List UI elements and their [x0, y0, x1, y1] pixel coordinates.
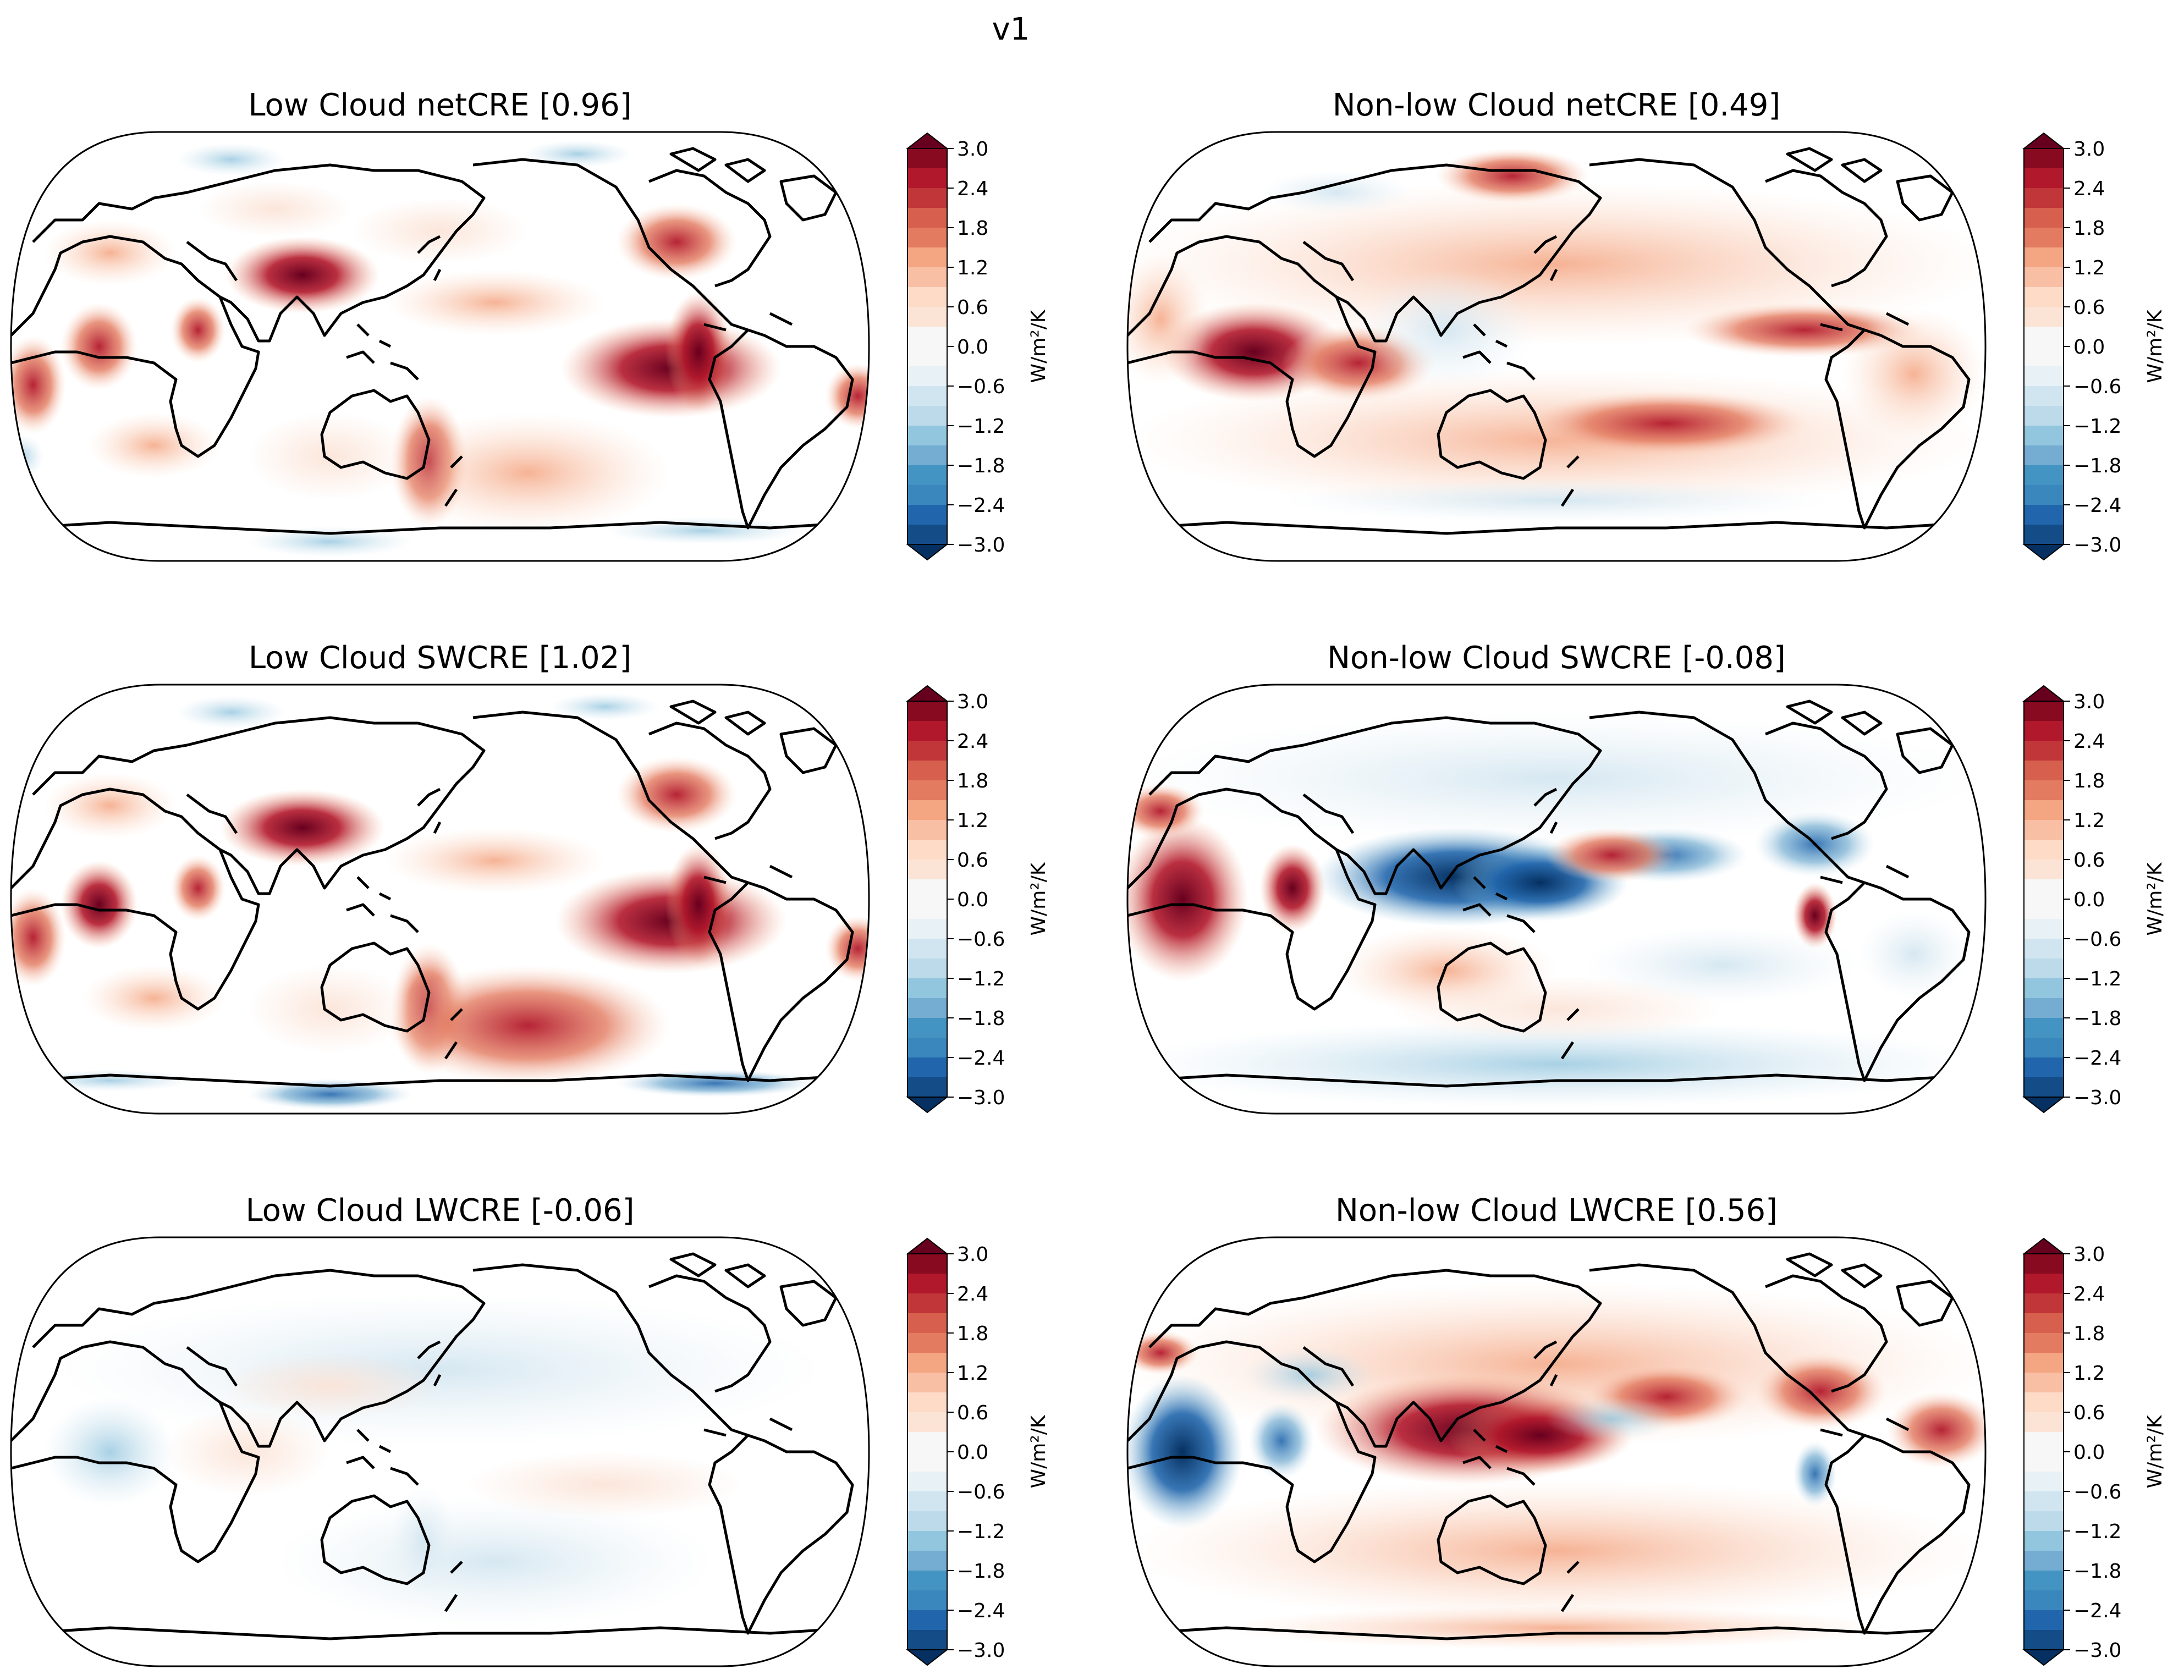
- colorbar-tick-label: 0.6: [2073, 849, 2105, 872]
- colorbar-tick-label: −3.0: [957, 1087, 1005, 1109]
- colorbar-unit-label: W/m²/K: [2144, 1414, 2166, 1488]
- colorbar-tick-label: −1.8: [2073, 1560, 2121, 1583]
- colorbar-tick-label: 1.8: [957, 217, 988, 240]
- panel-title: Non-low Cloud netCRE [0.49]: [1333, 87, 1781, 123]
- panel-nonlow-lwcre: Non-low Cloud LWCRE [0.56]: [1126, 1193, 2166, 1667]
- colorbar-tick-label: −0.6: [957, 376, 1005, 398]
- colorbar-tick-label: −1.2: [957, 415, 1005, 438]
- colorbar-tick-label: −1.8: [2073, 1007, 2121, 1030]
- colorbar-tick-label: 0.6: [2073, 1402, 2105, 1424]
- colorbar-tick-label: −0.6: [2073, 1481, 2121, 1503]
- panel-title: Non-low Cloud SWCRE [-0.08]: [1327, 640, 1786, 676]
- colorbar-tick-label: 1.2: [957, 1362, 988, 1385]
- colorbar-tick-label: −2.4: [2073, 1047, 2121, 1070]
- colorbar-tick-label: 3.0: [2073, 691, 2105, 713]
- field-low-swcre: [11, 693, 869, 1110]
- colorbar-tick-label: −1.8: [957, 1560, 1005, 1583]
- colorbar-tick-label: −1.2: [2073, 415, 2121, 438]
- colorbar-tick-label: −1.2: [957, 1521, 1005, 1543]
- colorbar-tick-label: 2.4: [2073, 178, 2105, 200]
- colorbar-tick-label: −1.2: [2073, 1521, 2121, 1543]
- colorbar-tick-label: 2.4: [2073, 1283, 2105, 1306]
- colorbar-unit-label: W/m²/K: [1027, 1414, 1050, 1488]
- colorbar: 3.0 2.4 1.8 1.2 0.6 0.0 −0.6 −1.2 −1.8 −2.4 −3.0 W/…: [2023, 1238, 2166, 1666]
- colorbar-tick-label: 0.0: [957, 1441, 988, 1464]
- colorbar-tick-label: 0.6: [957, 296, 988, 319]
- colorbar-tick-label: −3.0: [2073, 1639, 2121, 1662]
- colorbar-tick-label: 3.0: [957, 138, 988, 161]
- colorbar-tick-label: 0.6: [2073, 296, 2105, 319]
- field-low-lwcre: [44, 1292, 825, 1628]
- colorbar-tick-label: 0.0: [2073, 889, 2105, 911]
- colorbar-tick-label: −2.4: [957, 1600, 1005, 1622]
- colorbar-tick-label: −3.0: [957, 1639, 1005, 1662]
- colorbar-tick-label: 0.0: [957, 336, 988, 359]
- colorbar-tick-label: −1.8: [957, 455, 1005, 477]
- colorbar-tick-label: 1.2: [2073, 257, 2105, 279]
- colorbar-tick-label: 1.8: [2073, 217, 2105, 240]
- colorbar-tick-label: −0.6: [2073, 928, 2121, 951]
- colorbar-unit-label: W/m²/K: [1027, 309, 1050, 383]
- colorbar-tick-label: −2.4: [957, 1047, 1005, 1070]
- colorbar-tick-label: −1.2: [2073, 968, 2121, 990]
- panel-title: Non-low Cloud LWCRE [0.56]: [1335, 1193, 1778, 1229]
- panel-nonlow-netcre: Non-low Cloud netCRE [0.49]: [1126, 87, 2166, 562]
- colorbar-tick-label: 1.2: [2073, 1362, 2105, 1385]
- colorbar-tick-label: −3.0: [2073, 1087, 2121, 1109]
- colorbar-tick-label: 0.0: [2073, 1441, 2105, 1464]
- colorbar-tick-label: 1.2: [957, 257, 988, 279]
- panel-low-lwcre: Low Cloud LWCRE [-0.06] 3.02.41.81.20.60: [10, 1193, 1050, 1667]
- figure-title: v1: [992, 12, 1030, 47]
- colorbar-tick-label: −0.6: [957, 1481, 1005, 1503]
- colorbar-tick-label: 3.0: [2073, 138, 2105, 161]
- colorbar-tick-label: 3.0: [2073, 1243, 2105, 1266]
- colorbar-tick-label: 2.4: [2073, 730, 2105, 753]
- colorbar-tick-label: −3.0: [957, 534, 1005, 557]
- panel-nonlow-swcre: Non-low Cloud SWCRE [-0.08]: [1126, 640, 2166, 1115]
- colorbar-tick-label: 3.0: [957, 691, 988, 713]
- colorbar-unit-label: W/m²/K: [2144, 309, 2166, 383]
- panel-title: Low Cloud SWCRE [1.02]: [249, 640, 631, 676]
- colorbar-tick-label: −1.2: [957, 968, 1005, 990]
- colorbar: 3.0 2.4 1.8 1.2 0.6 0.0 −0.6 −1.2 −1.8 −2.4 −3.0 W/…: [907, 685, 1050, 1113]
- colorbar-tick-label: −2.4: [2073, 494, 2121, 517]
- colorbar: 3.0 2.4 1.8 1.2 0.6 0.0 −0.6 −1.2 −1.8 −2.4 −3.0 W/…: [2023, 133, 2166, 560]
- colorbar-tick-label: −1.8: [2073, 455, 2121, 477]
- colorbar-tick-label: −0.6: [957, 928, 1005, 951]
- colorbar-unit-label: W/m²/K: [2144, 862, 2166, 935]
- colorbar-tick-label: 1.8: [957, 1323, 988, 1345]
- colorbar-tick-label: 2.4: [957, 1283, 988, 1306]
- colorbar-tick-label: 0.0: [2073, 336, 2105, 359]
- field-nonlow-swcre: [1127, 712, 1985, 1108]
- colorbar-tick-label: −2.4: [2073, 1600, 2121, 1622]
- colorbar-tick-label: 0.6: [957, 849, 988, 872]
- colorbar-tick-label: 1.8: [2073, 770, 2105, 792]
- colorbar-tick-label: 3.0: [957, 1243, 988, 1266]
- colorbar-tick-label: 0.6: [957, 1402, 988, 1424]
- panel-title: Low Cloud LWCRE [-0.06]: [245, 1193, 634, 1229]
- colorbar-tick-label: 2.4: [957, 730, 988, 753]
- colorbar-tick-label: −0.6: [2073, 376, 2121, 398]
- colorbar: 3.0 2.4 1.8 1.2 0.6 0.0 −0.6 −1.2 −1.8 −2.4 −3.0 W/…: [2023, 685, 2166, 1113]
- colorbar-unit-label: W/m²/K: [1027, 862, 1050, 935]
- colorbar-tick-label: −2.4: [957, 494, 1005, 517]
- panel-low-swcre: Low Cloud SWCRE [1.02]: [10, 640, 1050, 1115]
- panel-title: Low Cloud netCRE [0.96]: [248, 87, 631, 123]
- colorbar-tick-label: 0.0: [957, 889, 988, 911]
- colorbar-tick-label: 1.2: [957, 809, 988, 832]
- colorbar-tick-label: −1.8: [957, 1007, 1005, 1030]
- field-nonlow-netcre: [1127, 148, 1985, 522]
- colorbar-tick-label: 1.2: [2073, 809, 2105, 832]
- colorbar-tick-label: −3.0: [2073, 534, 2121, 557]
- colorbar: 3.0 2.4 1.8 1.2 0.6 0.0 −0.6 −1.2 −1.8 −2.4 −3.0 W/…: [907, 1238, 1050, 1666]
- panel-low-netcre: Low Cloud netCRE [0.96]: [10, 87, 1050, 562]
- colorbar-tick-label: 1.8: [957, 770, 988, 792]
- colorbar-tick-label: 1.8: [2073, 1323, 2105, 1345]
- colorbar-tick-label: 2.4: [957, 178, 988, 200]
- colorbar: 3.0 2.4 1.8 1.2 0.6 0.0 −0.6 −1.2 −1.8 −2.4 −3.0 W/…: [907, 133, 1050, 560]
